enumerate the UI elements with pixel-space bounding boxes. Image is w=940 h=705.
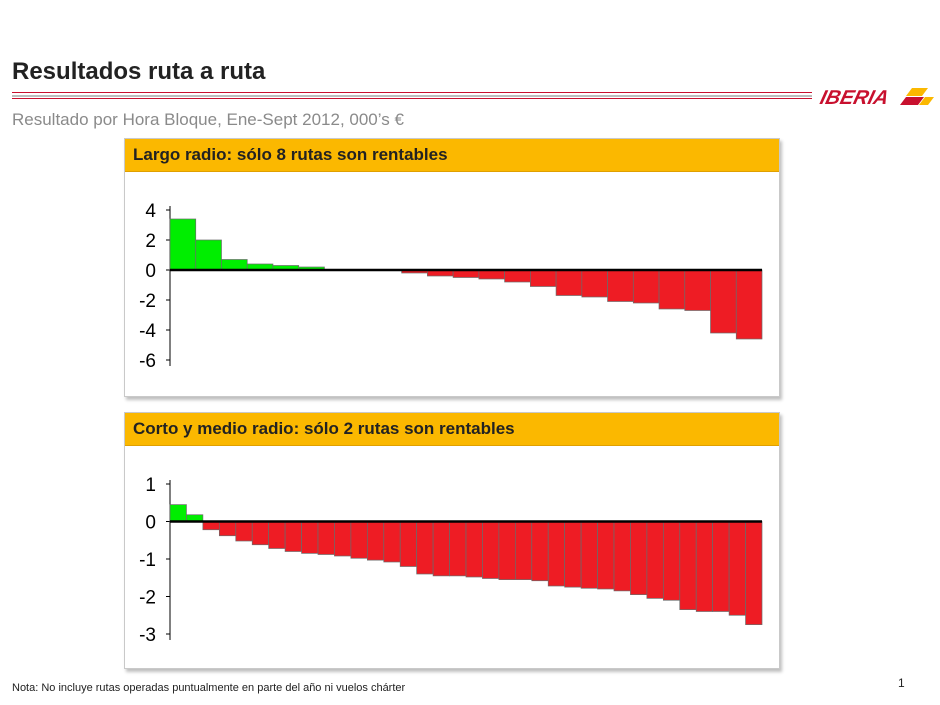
bar xyxy=(658,269,686,310)
footnote: Nota: No incluye rutas operadas puntualm… xyxy=(12,682,406,694)
y-tick-label: 1 xyxy=(145,475,156,496)
bar xyxy=(169,504,187,522)
short-medium-haul-panel: Corto y medio radio: sólo 2 rutas son re… xyxy=(124,412,780,669)
bar xyxy=(735,269,763,340)
bar xyxy=(564,521,582,588)
long-haul-bar-chart: 4 2 0 -2 -4 -6 xyxy=(139,201,763,372)
bar xyxy=(632,269,660,304)
short-medium-haul-chart-title: Corto y medio radio: sólo 2 rutas son re… xyxy=(125,413,779,446)
bar xyxy=(679,521,697,610)
y-tick-label: -3 xyxy=(139,625,156,646)
title-rule-lower xyxy=(12,98,812,99)
iberia-logo: IBERIA xyxy=(818,87,934,108)
bar xyxy=(465,521,483,578)
bar xyxy=(482,521,500,579)
bar xyxy=(547,521,566,587)
bar xyxy=(581,269,608,298)
bar xyxy=(169,218,197,271)
bar xyxy=(366,521,385,561)
bar xyxy=(350,521,368,559)
y-tick-label: -1 xyxy=(139,550,156,571)
bar xyxy=(268,521,286,549)
bar xyxy=(712,521,730,612)
bar xyxy=(580,521,598,589)
bar xyxy=(662,521,681,601)
bar xyxy=(695,521,714,612)
page-title: Resultados ruta a ruta xyxy=(12,58,266,85)
bar xyxy=(218,521,237,537)
bar xyxy=(597,521,615,590)
page-number: 1 xyxy=(898,676,905,690)
bar xyxy=(383,521,401,563)
bar xyxy=(728,521,746,616)
bar xyxy=(498,521,516,580)
bar xyxy=(646,521,664,599)
y-tick-label: -2 xyxy=(139,291,156,312)
bar xyxy=(531,521,549,582)
bar xyxy=(530,269,557,287)
title-rule xyxy=(12,92,812,93)
bar xyxy=(416,521,434,575)
logo-mark-icon xyxy=(900,88,934,105)
bar xyxy=(613,521,631,592)
y-tick-label: 2 xyxy=(145,231,156,252)
bar xyxy=(284,521,302,552)
bar xyxy=(235,521,253,542)
bar xyxy=(317,521,335,555)
bar xyxy=(710,269,737,334)
short-medium-haul-bar-chart: 1 0 -1 -2 -3 xyxy=(139,475,763,646)
bar xyxy=(607,269,634,302)
long-haul-panel: Largo radio: sólo 8 rutas son rentables … xyxy=(124,138,780,397)
long-haul-chart-title: Largo radio: sólo 8 rutas son rentables xyxy=(125,139,779,172)
bar xyxy=(221,259,248,271)
bar xyxy=(745,521,763,625)
bar xyxy=(684,269,711,311)
bar xyxy=(514,521,533,580)
y-tick-label: 4 xyxy=(145,201,156,222)
y-tick-label: -4 xyxy=(139,321,156,342)
y-tick-label: -2 xyxy=(139,588,156,609)
logo-text: IBERIA xyxy=(818,87,891,108)
bar xyxy=(301,521,319,554)
page-subtitle: Resultado por Hora Bloque, Ene-Sept 2012… xyxy=(12,110,404,129)
y-tick-label: 0 xyxy=(145,261,156,282)
y-tick-label: -6 xyxy=(139,351,156,372)
bar xyxy=(555,269,583,296)
bar xyxy=(251,521,270,546)
title-rule-grey xyxy=(12,95,812,97)
bar xyxy=(334,521,352,557)
bar xyxy=(504,269,531,283)
bar xyxy=(630,521,648,595)
bar xyxy=(478,269,505,280)
bar xyxy=(399,521,418,567)
bar xyxy=(449,521,467,577)
bar xyxy=(432,521,450,577)
y-tick-label: 0 xyxy=(145,513,156,534)
bar xyxy=(195,239,222,271)
